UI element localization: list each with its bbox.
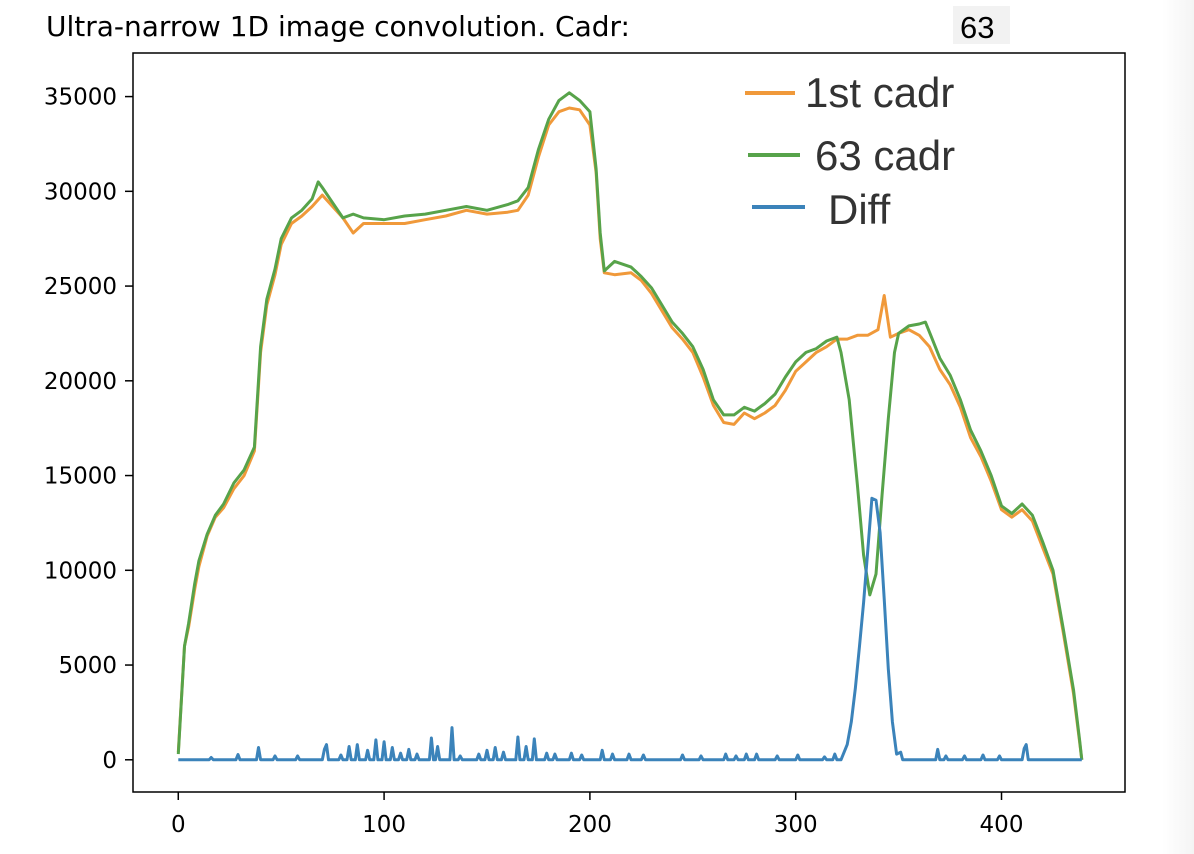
series-line-63-cadr [176, 91, 1084, 760]
x-tick-label: 200 [568, 812, 612, 838]
y-tick-label: 35000 [44, 85, 117, 111]
x-tick-label: 0 [171, 812, 186, 838]
x-axis: 0 100 200 300 400 [171, 792, 1024, 838]
y-tick-label: 25000 [44, 274, 117, 300]
series-line-diff [178, 496, 1082, 762]
y-axis: 0 5000 10000 15000 20000 25000 30000 35000 [44, 85, 133, 774]
plot-frame [132, 52, 1126, 793]
viewer-edge-strip [1162, 0, 1194, 854]
y-tick-label: 10000 [44, 558, 117, 584]
legend-label-63-cadr: 63 cadr [815, 132, 955, 179]
series-layer [176, 91, 1084, 762]
y-tick-label: 5000 [58, 653, 117, 679]
x-tick-label: 400 [980, 812, 1024, 838]
y-tick-label: 0 [102, 748, 117, 774]
frame-number: 63 [960, 10, 994, 45]
series-line-1st-cadr [176, 106, 1084, 760]
x-tick-label: 100 [362, 812, 406, 838]
legend: 1st cadr 63 cadr Diff [745, 69, 955, 233]
chart-title: Ultra-narrow 1D image convolution. Cadr: [46, 10, 630, 43]
y-tick-label: 30000 [44, 179, 117, 205]
legend-label-diff: Diff [828, 186, 891, 233]
y-tick-label: 15000 [44, 464, 117, 490]
title-suffix-highlight [953, 6, 1010, 44]
y-tick-label: 20000 [44, 369, 117, 395]
legend-label-1st-cadr: 1st cadr [805, 69, 954, 116]
x-tick-label: 300 [774, 812, 818, 838]
